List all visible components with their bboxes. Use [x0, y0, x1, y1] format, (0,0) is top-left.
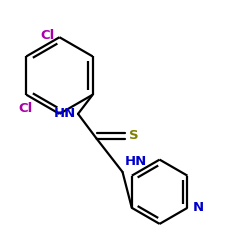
Text: S: S	[130, 130, 139, 142]
Text: Cl: Cl	[41, 29, 55, 42]
Text: N: N	[193, 201, 204, 214]
Text: HN: HN	[125, 155, 147, 168]
Text: HN: HN	[53, 108, 76, 120]
Text: Cl: Cl	[18, 102, 32, 115]
